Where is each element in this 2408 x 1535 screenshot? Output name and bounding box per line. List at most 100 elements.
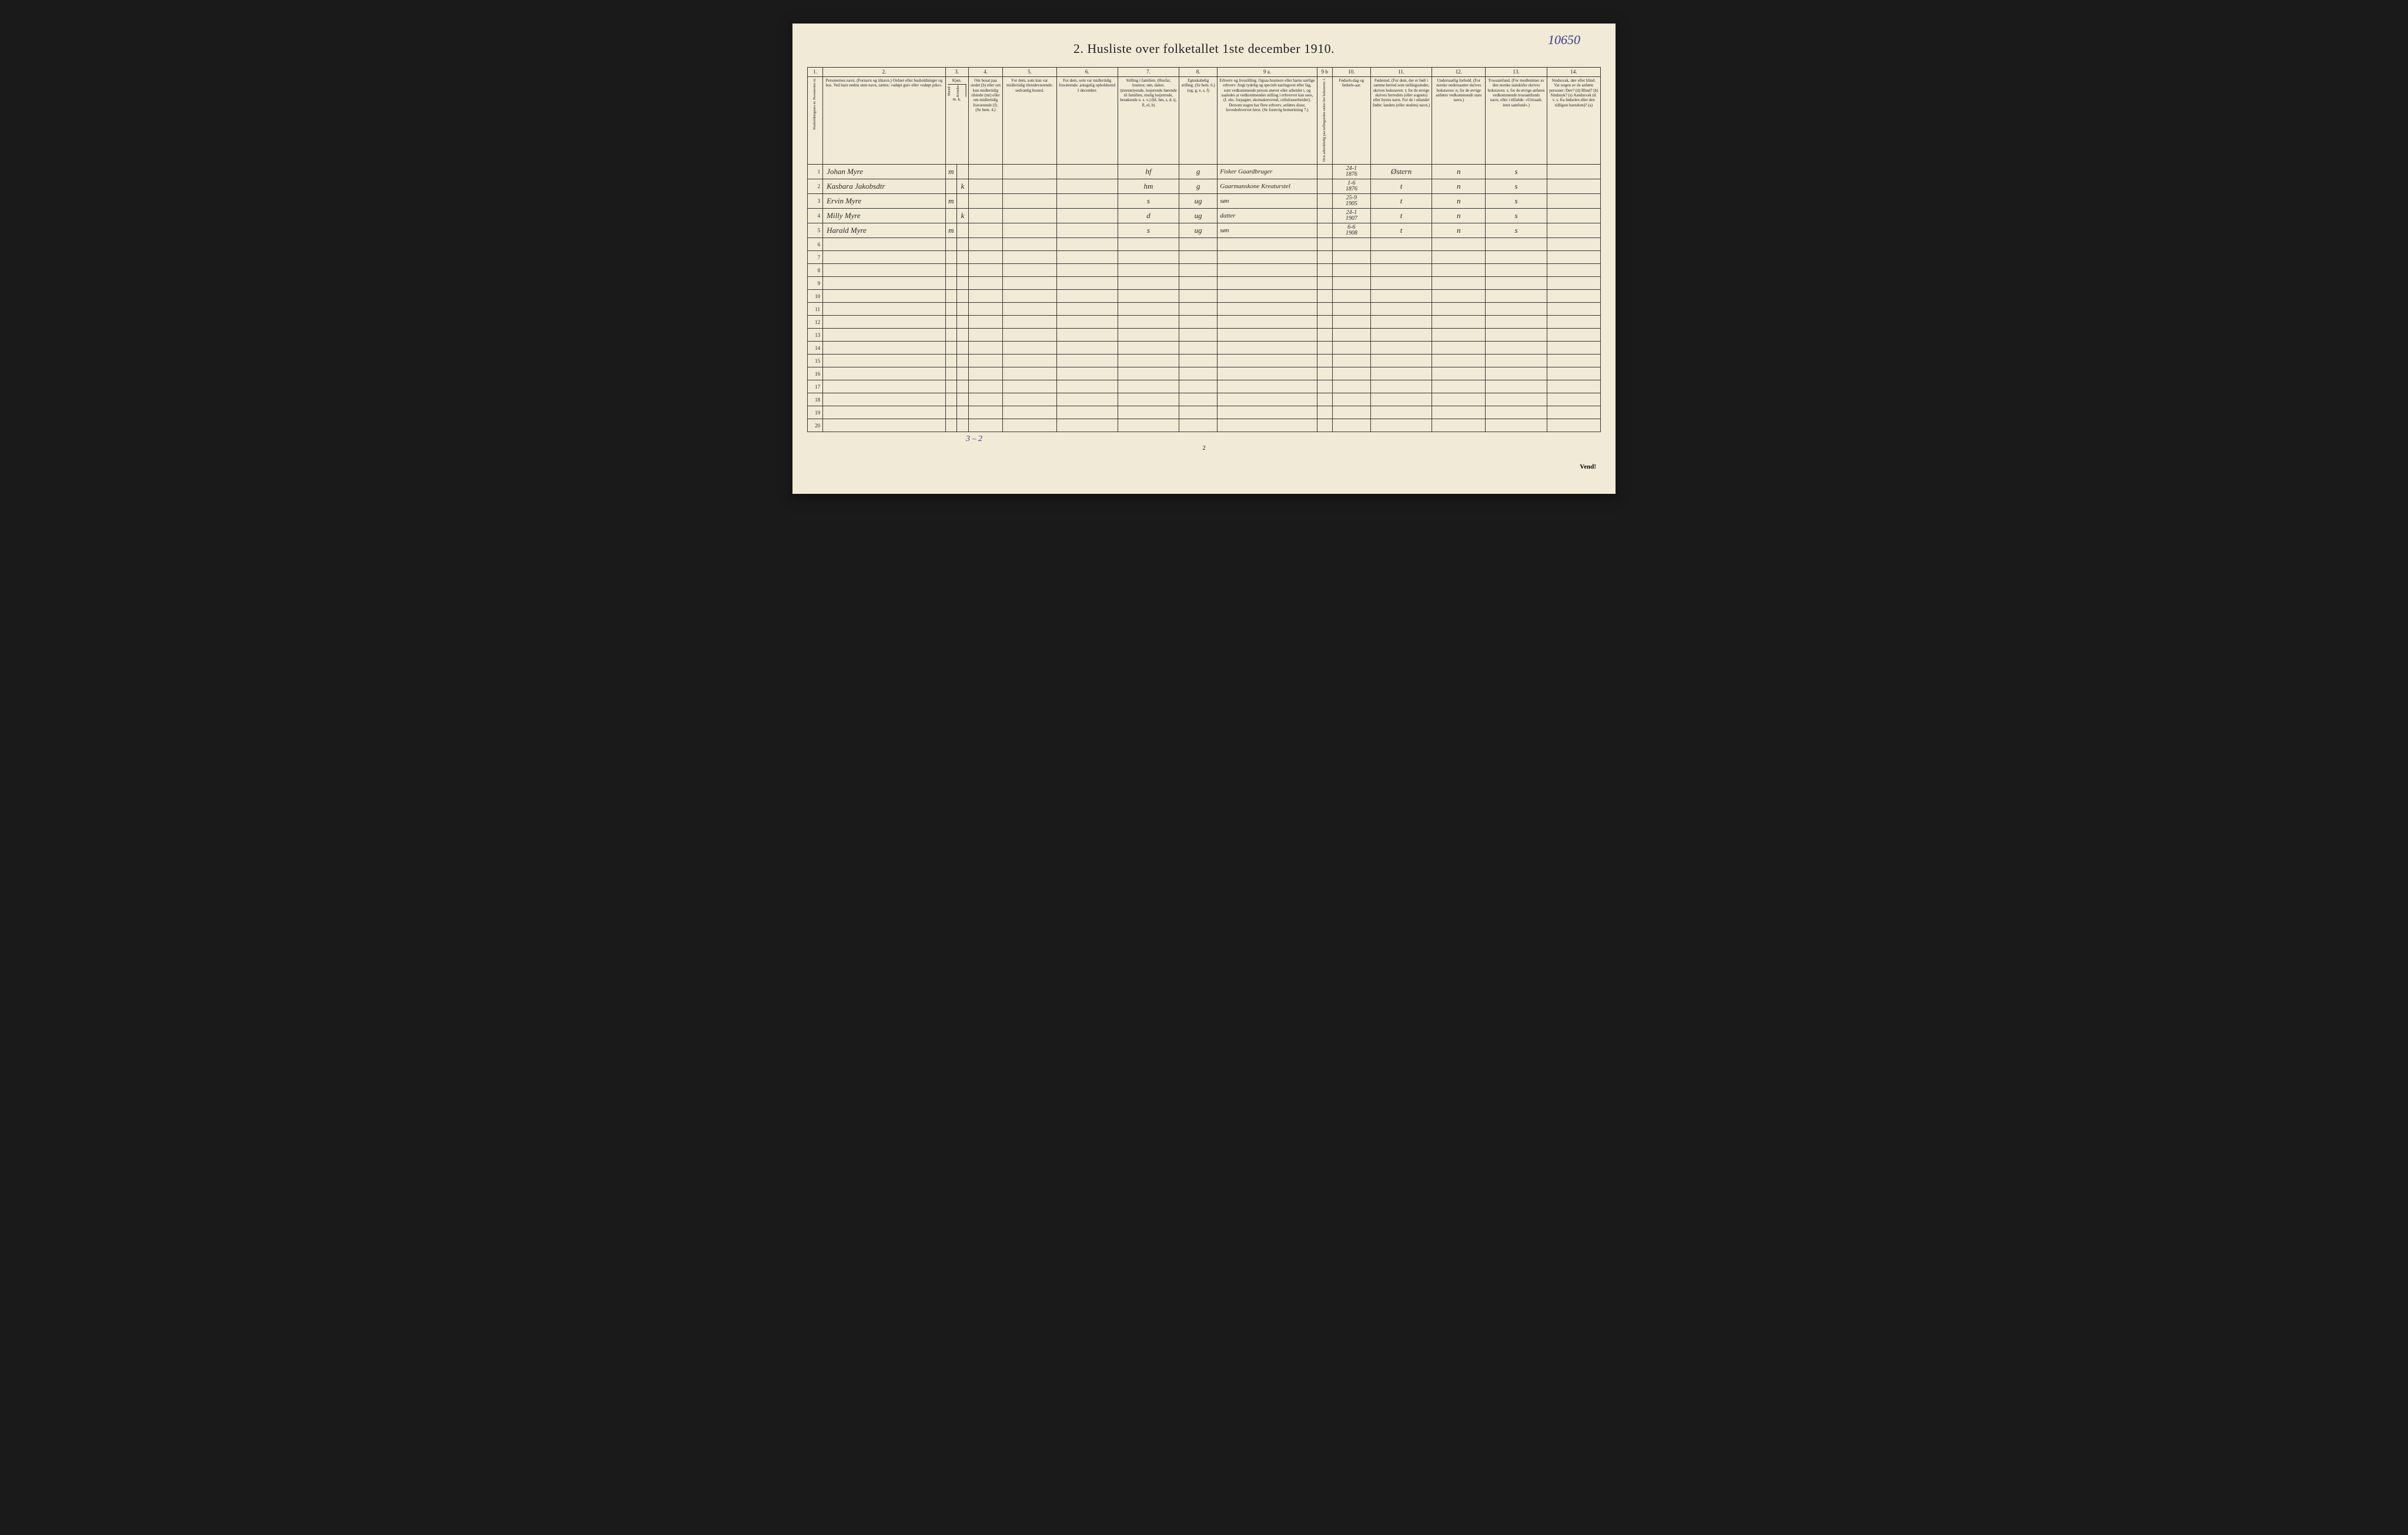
table-row: 1Johan MyremhfgFisker Gaardbruger24-1 18…	[808, 165, 1601, 179]
empty-cell	[957, 329, 969, 342]
disability	[1547, 209, 1600, 223]
row-number: 18	[808, 393, 823, 406]
table-row: 16	[808, 367, 1601, 380]
empty-cell	[957, 380, 969, 393]
sex-k: k	[957, 209, 969, 223]
marital-status: g	[1179, 179, 1218, 194]
faith: s	[1486, 179, 1547, 194]
usual-residence	[1003, 194, 1056, 209]
empty-cell	[1547, 329, 1600, 342]
header-male: Mænd.	[948, 85, 957, 97]
empty-cell	[823, 303, 946, 316]
empty-cell	[1003, 264, 1056, 277]
empty-cell	[1179, 419, 1218, 432]
faith: s	[1486, 194, 1547, 209]
empty-cell	[1056, 342, 1118, 355]
empty-cell	[1317, 393, 1332, 406]
header-col5: For dem, som kun var midlertidig tilsted…	[1003, 76, 1056, 164]
residence-status	[968, 223, 1003, 238]
empty-cell	[1179, 316, 1218, 329]
empty-cell	[1486, 264, 1547, 277]
empty-cell	[957, 316, 969, 329]
empty-cell	[1056, 303, 1118, 316]
empty-cell	[1547, 406, 1600, 419]
empty-cell	[1118, 264, 1179, 277]
table-row: 11	[808, 303, 1601, 316]
empty-cell	[957, 367, 969, 380]
empty-cell	[1486, 406, 1547, 419]
empty-cell	[957, 264, 969, 277]
empty-cell	[957, 393, 969, 406]
empty-cell	[945, 380, 957, 393]
marital-status: ug	[1179, 209, 1218, 223]
empty-cell	[1332, 238, 1370, 251]
empty-cell	[1332, 406, 1370, 419]
unemployed	[1317, 223, 1332, 238]
empty-cell	[1432, 393, 1486, 406]
empty-cell	[1179, 238, 1218, 251]
empty-cell	[1317, 419, 1332, 432]
sex-k	[957, 165, 969, 179]
census-table: 1. 2. 3. 4. 5. 6. 7. 8. 9 a. 9 b 10. 11.…	[807, 67, 1601, 432]
occupation: datter	[1218, 209, 1317, 223]
empty-cell	[1486, 355, 1547, 367]
empty-cell	[1486, 393, 1547, 406]
empty-cell	[1486, 329, 1547, 342]
row-number: 11	[808, 303, 823, 316]
colnum-13: 13.	[1486, 68, 1547, 77]
empty-cell	[1118, 419, 1179, 432]
colnum-12: 12.	[1432, 68, 1486, 77]
table-row: 9	[808, 277, 1601, 290]
empty-cell	[1317, 264, 1332, 277]
table-row: 3Ervin Myremsugsøn25-9 1905tns	[808, 194, 1601, 209]
empty-cell	[1218, 380, 1317, 393]
empty-cell	[1003, 290, 1056, 303]
empty-cell	[1432, 316, 1486, 329]
empty-cell	[1179, 251, 1218, 264]
empty-cell	[968, 406, 1003, 419]
empty-cell	[1218, 367, 1317, 380]
empty-cell	[1218, 277, 1317, 290]
empty-cell	[1179, 264, 1218, 277]
empty-cell	[1218, 238, 1317, 251]
empty-cell	[1003, 303, 1056, 316]
empty-cell	[1432, 419, 1486, 432]
header-col6: For dem, som var midlertidig fraværende:…	[1056, 76, 1118, 164]
empty-cell	[1317, 329, 1332, 342]
empty-cell	[945, 329, 957, 342]
census-document: 10650 2. Husliste over folketallet 1ste …	[792, 24, 1616, 494]
unemployed	[1317, 179, 1332, 194]
empty-cell	[823, 355, 946, 367]
empty-cell	[823, 316, 946, 329]
empty-cell	[1332, 316, 1370, 329]
empty-cell	[1317, 277, 1332, 290]
empty-cell	[1118, 329, 1179, 342]
empty-cell	[1486, 251, 1547, 264]
header-col9a: Erhverv og livsstilling. Ogsaa husmors e…	[1218, 76, 1317, 164]
colnum-4: 4.	[968, 68, 1003, 77]
empty-cell	[1547, 277, 1600, 290]
whereabouts	[1056, 194, 1118, 209]
unemployed	[1317, 165, 1332, 179]
handwritten-page-number: 10650	[1548, 32, 1580, 48]
birth-date: 24-1 1876	[1332, 165, 1370, 179]
colnum-3: 3.	[945, 68, 968, 77]
empty-cell	[945, 238, 957, 251]
family-position: hm	[1118, 179, 1179, 194]
empty-cell	[945, 277, 957, 290]
sex-k: k	[957, 179, 969, 194]
empty-cell	[1218, 393, 1317, 406]
empty-cell	[1370, 238, 1432, 251]
footer-page-number: 2	[807, 445, 1601, 452]
usual-residence	[1003, 209, 1056, 223]
colnum-9a: 9 a.	[1218, 68, 1317, 77]
header-col2: Personernes navn. (Fornavn og tilnavn.) …	[823, 76, 946, 164]
empty-cell	[945, 316, 957, 329]
empty-cell	[1003, 393, 1056, 406]
unemployed	[1317, 194, 1332, 209]
empty-cell	[1003, 329, 1056, 342]
empty-cell	[1179, 406, 1218, 419]
occupation: søn	[1218, 194, 1317, 209]
empty-cell	[968, 251, 1003, 264]
empty-cell	[968, 303, 1003, 316]
